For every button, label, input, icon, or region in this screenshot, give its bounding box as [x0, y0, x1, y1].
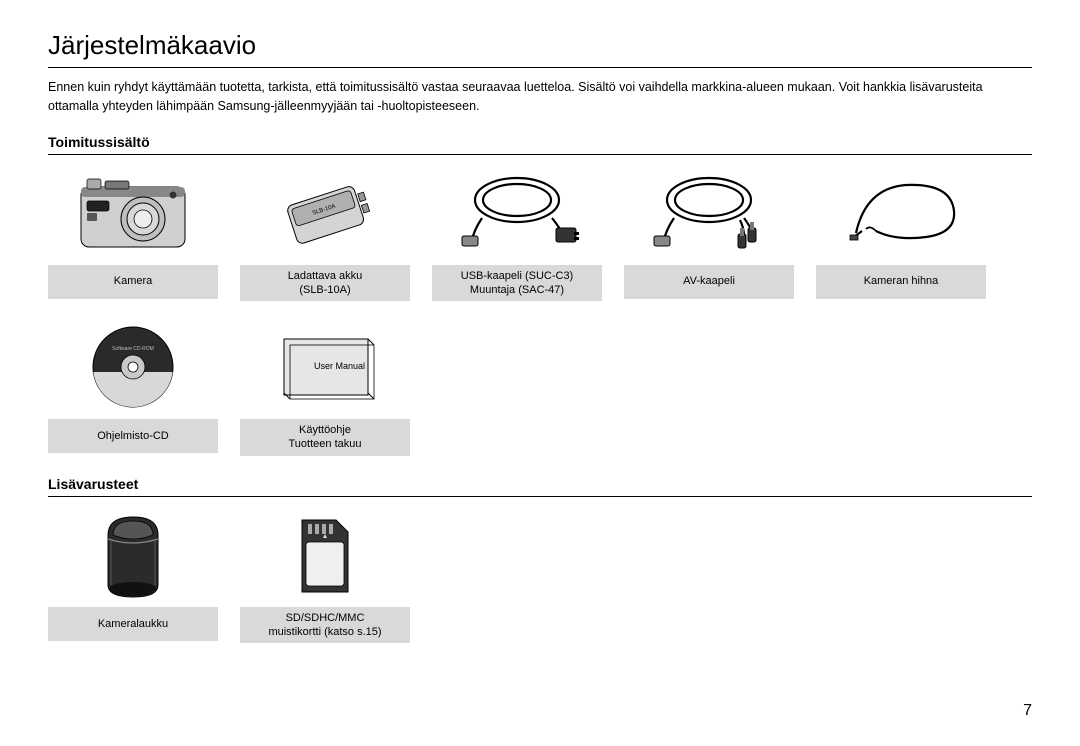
label-line1: USB-kaapeli (SUC-C3): [461, 269, 573, 283]
page-number: 7: [1023, 702, 1032, 720]
intro-text: Ennen kuin ryhdyt käyttämään tuotetta, t…: [48, 78, 1032, 116]
item-cell: SD/SDHC/MMC muistikortti (katso s.15): [240, 509, 410, 644]
label-line1: Ladattava akku: [288, 269, 363, 283]
item-cell: Kamera: [48, 167, 218, 302]
delivery-heading: Toimitussisältö: [48, 134, 1032, 150]
delivery-rule: [48, 154, 1032, 155]
item-label: Käyttöohje Tuotteen takuu: [240, 419, 410, 456]
item-cell: SLB-10A Ladattava akku (SLB-10A): [240, 167, 410, 302]
label-line2: Muuntaja (SAC-47): [470, 283, 564, 297]
sd-card-icon: [240, 509, 410, 601]
strap-icon: [816, 167, 986, 259]
label-line1: Kamera: [114, 274, 153, 288]
cd-text: Software CD-ROM: [112, 346, 154, 352]
item-cell: Kameran hihna: [816, 167, 986, 302]
battery-icon: SLB-10A: [240, 167, 410, 259]
item-label: Ladattava akku (SLB-10A): [240, 265, 410, 302]
label-line1: Käyttöohje: [299, 423, 351, 437]
label-line2: (SLB-10A): [299, 283, 350, 297]
accessories-row: Kameralaukku SD/SDHC/MMC muistikortti (k…: [48, 509, 1032, 644]
item-cell: Software CD-ROM Ohjelmisto-CD: [48, 321, 218, 456]
item-label: USB-kaapeli (SUC-C3) Muuntaja (SAC-47): [432, 265, 602, 302]
label-line2: Tuotteen takuu: [289, 437, 362, 451]
camera-bag-icon: [48, 509, 218, 601]
page-title: Järjestelmäkaavio: [48, 30, 1032, 61]
av-cable-icon: [624, 167, 794, 259]
item-label: Kameralaukku: [48, 607, 218, 641]
item-label: Kameran hihna: [816, 265, 986, 299]
item-label: SD/SDHC/MMC muistikortti (katso s.15): [240, 607, 410, 644]
manual-text: User Manual: [314, 361, 365, 371]
accessories-heading: Lisävarusteet: [48, 476, 1032, 492]
item-cell: AV-kaapeli: [624, 167, 794, 302]
cd-icon: Software CD-ROM: [48, 321, 218, 413]
label-line2: muistikortti (katso s.15): [268, 625, 381, 639]
label-line1: Kameran hihna: [864, 274, 939, 288]
usb-cable-icon: [432, 167, 602, 259]
label-line1: AV-kaapeli: [683, 274, 735, 288]
item-cell: USB-kaapeli (SUC-C3) Muuntaja (SAC-47): [432, 167, 602, 302]
accessories-rule: [48, 496, 1032, 497]
delivery-row-1: Kamera SLB-10A Ladattava akku (SLB-1: [48, 167, 1032, 302]
label-line1: Kameralaukku: [98, 617, 168, 631]
item-label: Kamera: [48, 265, 218, 299]
item-cell: User Manual Käyttöohje Tuotteen takuu: [240, 321, 410, 456]
label-line1: Ohjelmisto-CD: [97, 429, 169, 443]
label-line1: SD/SDHC/MMC: [286, 611, 365, 625]
item-label: Ohjelmisto-CD: [48, 419, 218, 453]
manual-icon: User Manual: [240, 321, 410, 413]
camera-icon: [48, 167, 218, 259]
item-label: AV-kaapeli: [624, 265, 794, 299]
title-rule: [48, 67, 1032, 68]
item-cell: Kameralaukku: [48, 509, 218, 644]
delivery-row-2: Software CD-ROM Ohjelmisto-CD User Manua…: [48, 321, 1032, 456]
